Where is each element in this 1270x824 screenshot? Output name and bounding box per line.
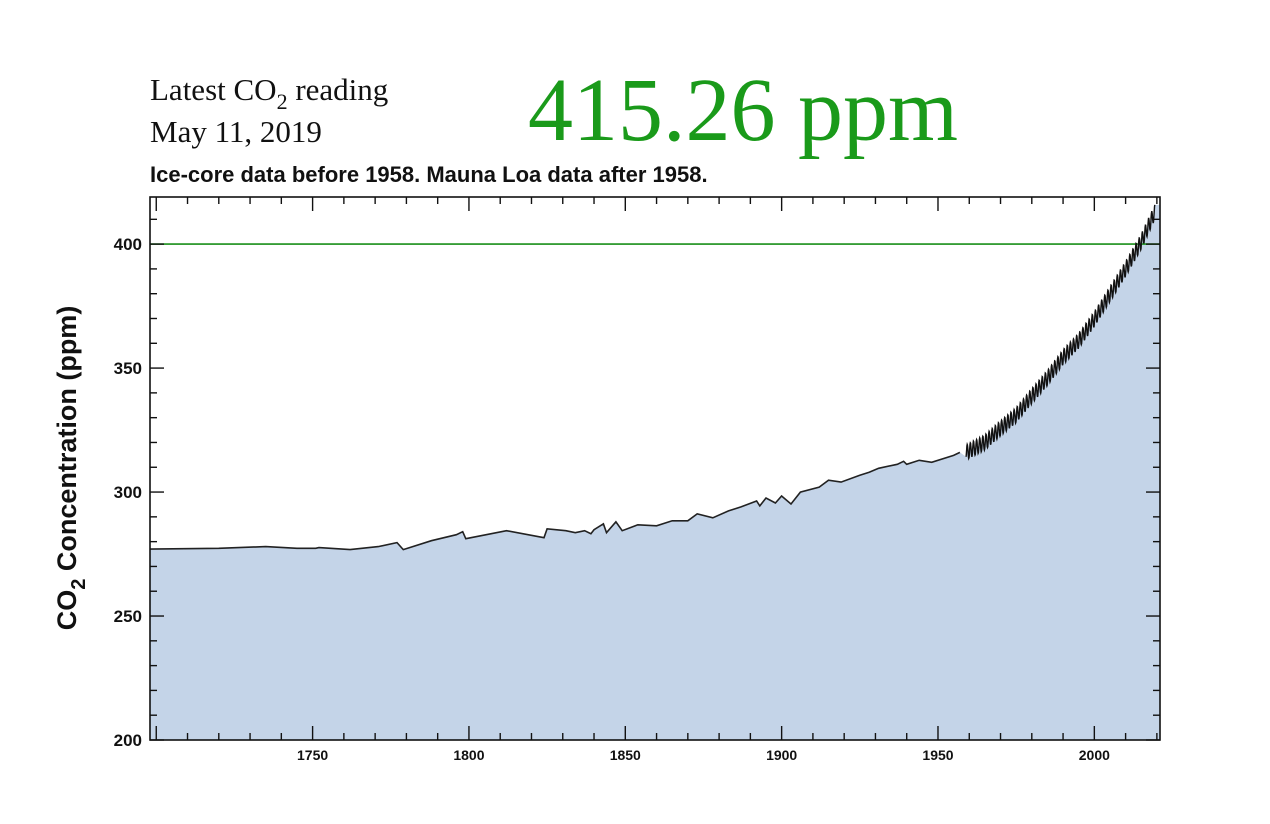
- x-tick-label: 1850: [610, 747, 641, 763]
- x-tick-label: 2000: [1079, 747, 1110, 763]
- x-tick-label: 1900: [766, 747, 797, 763]
- y-tick-label: 200: [114, 731, 142, 750]
- area-fill: [150, 204, 1160, 740]
- ice-core-series-line: [149, 451, 961, 551]
- y-axis-label-subscript: 2: [68, 579, 90, 590]
- y-tick-label: 300: [114, 483, 142, 502]
- y-tick-label: 400: [114, 235, 142, 254]
- y-axis-label-suffix: Concentration (ppm): [52, 306, 82, 579]
- x-tick-label: 1750: [297, 747, 328, 763]
- latest-label-text: Latest CO: [150, 72, 277, 107]
- latest-label-subscript: 2: [276, 89, 288, 115]
- x-tick-label: 1800: [453, 747, 484, 763]
- mauna-loa-series-line: [965, 204, 1156, 461]
- plot-frame: [149, 196, 1161, 741]
- y-axis-label-text: CO: [52, 590, 82, 631]
- latest-reading-value: 415.26 ppm: [528, 61, 959, 160]
- x-tick-label: 1950: [922, 747, 953, 763]
- latest-reading-label: Latest CO2 reading: [150, 72, 389, 115]
- chart-title: Ice-core data before 1958. Mauna Loa dat…: [150, 162, 708, 187]
- latest-reading-date: May 11, 2019: [150, 114, 322, 149]
- latest-label-suffix: reading: [287, 72, 389, 107]
- y-tick-label: 350: [114, 359, 142, 378]
- y-tick-label: 250: [114, 607, 142, 626]
- y-axis-label: CO2 Concentration (ppm): [52, 306, 90, 631]
